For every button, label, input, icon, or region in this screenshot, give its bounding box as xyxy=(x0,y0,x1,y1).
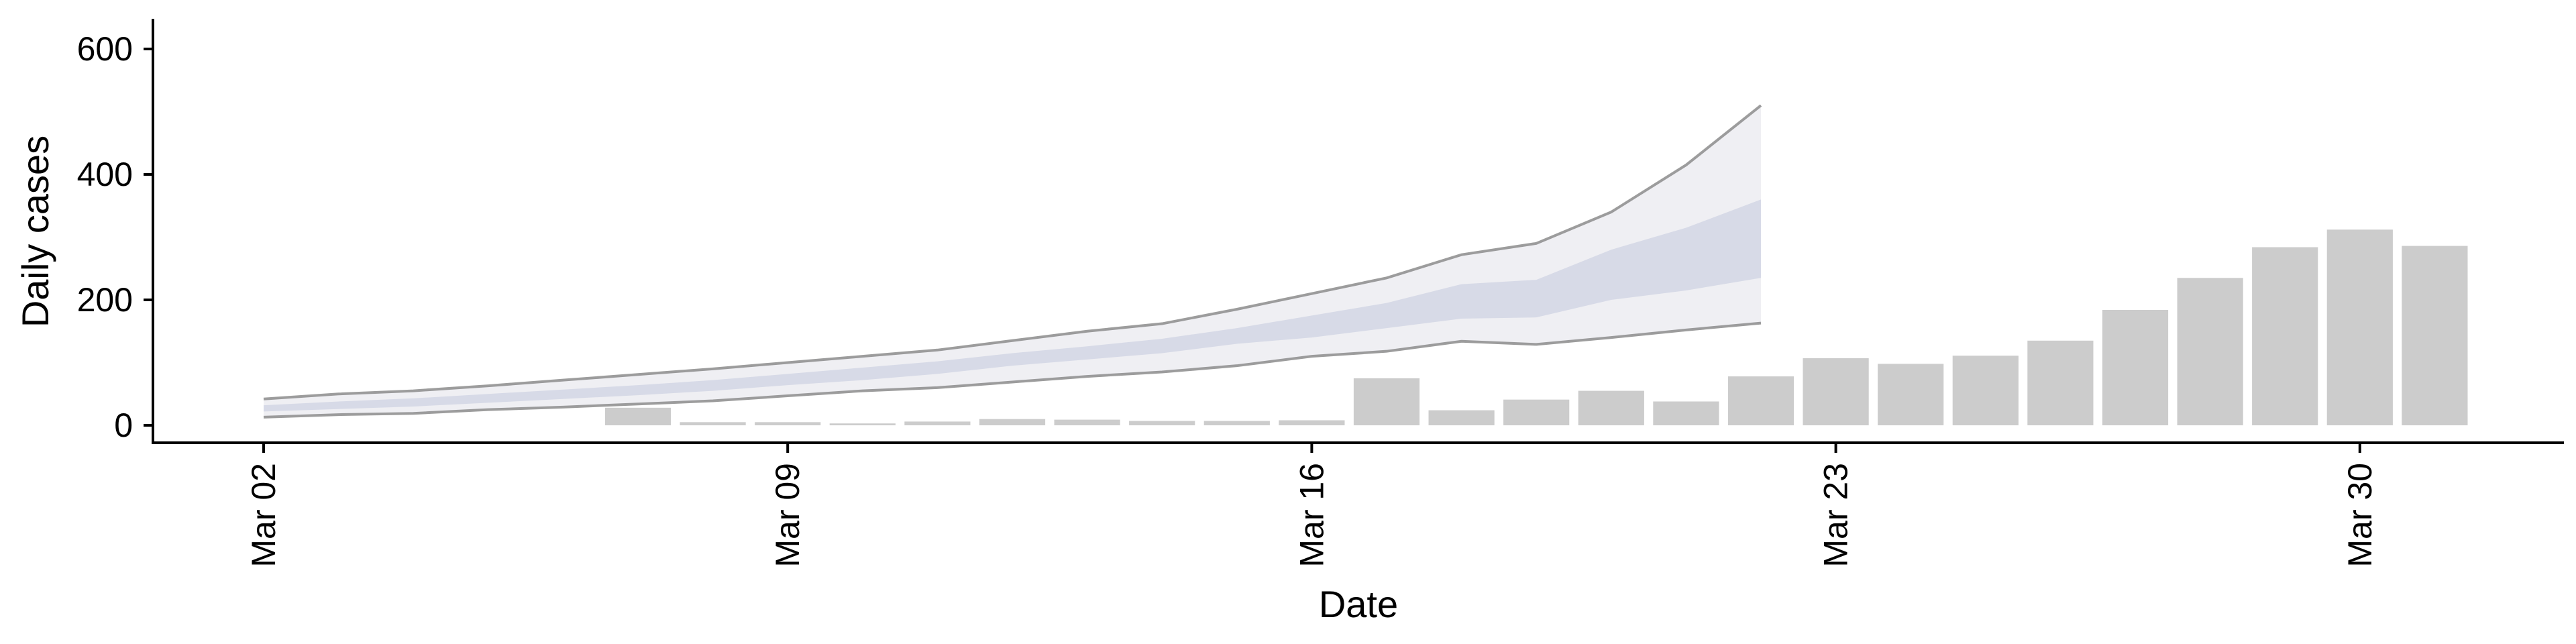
bar-2020-03-30 xyxy=(2326,229,2393,425)
bar-2020-03-22 xyxy=(1727,376,1794,425)
bar-2020-03-11 xyxy=(904,421,971,425)
bar-2020-03-08 xyxy=(680,422,746,425)
bar-2020-03-14 xyxy=(1129,421,1195,425)
bar-2020-03-24 xyxy=(1878,364,1944,425)
y-tick-label-200: 200 xyxy=(77,281,133,319)
observed-cases-bars xyxy=(604,229,2468,425)
band-lower-line xyxy=(263,321,1762,419)
bar-2020-03-16 xyxy=(1279,420,1345,425)
axes xyxy=(152,19,2564,444)
y-axis-ticks: 0 200 400 600 xyxy=(77,30,153,444)
x-tick-label-2020-03-02: Mar 02 xyxy=(245,463,282,568)
bar-2020-03-09 xyxy=(755,422,821,425)
bar-2020-03-15 xyxy=(1203,421,1270,425)
x-axis-title: Date xyxy=(1319,583,1398,625)
band-90 xyxy=(264,105,1761,417)
bar-2020-03-13 xyxy=(1054,419,1120,425)
band-upper-line xyxy=(263,104,1762,400)
bar-2020-03-25 xyxy=(1952,356,2019,425)
bar-2020-03-17 xyxy=(1353,378,1420,425)
x-axis-ticks: Mar 02 Mar 09 Mar 16 Mar 23 Mar 30 xyxy=(245,443,2379,568)
bar-2020-03-18 xyxy=(1428,410,1495,425)
x-tick-label-2020-03-16: Mar 16 xyxy=(1293,463,1330,568)
band-50 xyxy=(264,199,1761,412)
bar-2020-03-21 xyxy=(1653,401,1719,425)
bar-2020-03-31 xyxy=(2402,246,2468,425)
bar-2020-03-07 xyxy=(604,407,672,425)
bar-2020-03-10 xyxy=(829,423,896,425)
nowcast-bands xyxy=(263,104,1762,419)
bar-2020-03-19 xyxy=(1503,399,1570,425)
x-tick-label-2020-03-09: Mar 09 xyxy=(769,463,806,568)
bar-2020-03-26 xyxy=(2027,340,2094,425)
bar-2020-03-29 xyxy=(2252,247,2318,425)
x-tick-label-2020-03-23: Mar 23 xyxy=(1817,463,1855,568)
bar-2020-03-12 xyxy=(979,419,1046,425)
bar-2020-03-28 xyxy=(2177,278,2243,425)
y-tick-label-0: 0 xyxy=(114,407,133,444)
y-axis-title: Daily cases xyxy=(14,136,56,327)
bar-2020-03-23 xyxy=(1803,358,1869,425)
y-tick-label-400: 400 xyxy=(77,156,133,193)
bar-2020-03-27 xyxy=(2102,309,2169,425)
y-tick-label-600: 600 xyxy=(77,30,133,68)
bar-2020-03-20 xyxy=(1578,390,1644,425)
x-tick-label-2020-03-30: Mar 30 xyxy=(2341,463,2379,568)
